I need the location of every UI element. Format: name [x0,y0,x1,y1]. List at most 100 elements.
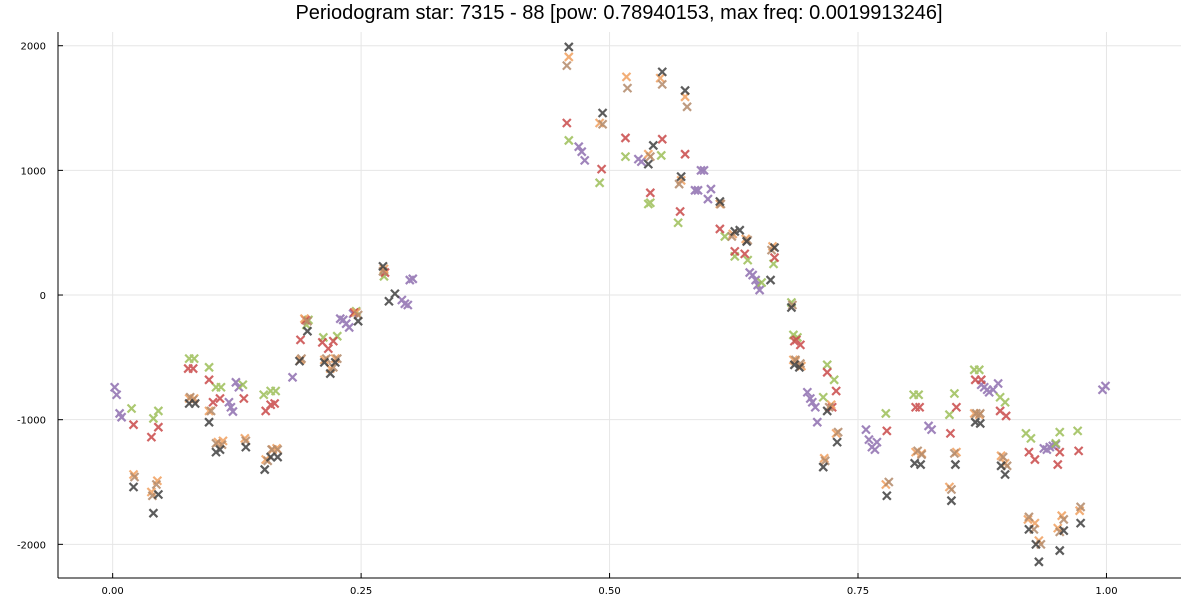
data-point [190,398,200,409]
data-point [833,427,843,437]
data-point [699,165,709,176]
data-point [822,360,832,370]
data-point [926,424,937,435]
data-point [1026,433,1036,444]
data-point [1000,397,1010,408]
data-point [128,482,139,492]
data-point [680,149,690,159]
data-point [802,387,813,398]
data-point [302,326,313,336]
data-point [126,403,137,414]
data-point [1001,411,1011,421]
data-point [822,406,832,416]
data-point [408,274,418,284]
y-tick-label: 2000 [21,42,46,53]
data-point [974,365,985,375]
grid [58,32,1181,578]
data-point [217,439,227,450]
y-tick-label: 0 [40,291,46,302]
data-point [270,386,281,396]
data-point [1054,447,1065,457]
data-point [576,146,587,157]
data-point [720,231,730,242]
data-point [656,150,667,161]
data-point [1054,427,1065,437]
data-point [1024,447,1034,457]
data-point [975,408,986,419]
data-point [564,42,574,52]
data-point [864,434,874,445]
data-point [996,461,1006,471]
data-point [944,409,955,420]
data-point [1058,514,1069,525]
data-point [111,389,122,400]
data-point [378,261,388,272]
data-point [1031,539,1041,550]
data-point [769,252,780,263]
data-point [794,362,805,373]
data-point [1100,381,1111,391]
data-point [655,73,666,83]
data-point [693,185,703,196]
data-point [727,231,737,242]
data-point [648,140,659,151]
data-point [703,194,713,204]
x-tick-label: 0.50 [598,586,620,597]
data-point [562,118,572,128]
data-point [741,236,752,247]
data-point [258,389,269,400]
data-point [675,206,685,217]
data-point [914,402,925,412]
data-point [975,418,986,429]
data-point [153,422,164,432]
data-point [272,452,283,462]
data-point [795,340,806,350]
data-point [730,246,740,257]
data-point [239,393,249,404]
data-point [657,134,668,144]
data-point [215,444,225,455]
data-point [645,188,656,198]
data-point [325,368,336,379]
data-point [682,102,692,112]
data-point [832,437,842,447]
data-point [645,198,656,208]
data-point [215,393,225,404]
data-point [715,196,725,207]
data-point [1075,502,1086,512]
data-point [674,179,684,189]
data-point [294,356,305,366]
data-point [259,464,270,475]
data-point [302,316,313,326]
data-point [594,178,605,188]
data-point [204,406,214,416]
data-point [151,479,162,490]
data-point [884,477,894,487]
data-point [950,459,961,470]
data-point [597,119,608,130]
data-point [810,402,821,412]
data-point [228,406,238,417]
data-point [384,296,394,307]
y-tick-label: 1000 [21,166,46,177]
data-point [754,285,765,295]
data-point [328,362,339,373]
data-point [657,67,668,77]
data-point [148,508,159,518]
data-point [951,402,962,412]
data-point [657,79,668,90]
data-point [998,452,1008,462]
data-point [949,448,960,459]
data-point [750,275,761,285]
data-point [265,452,276,462]
tick-labels: 0.00 0.25 0.50 0.75 1.00 2000 1000 0 -1000 -2000 [17,42,1118,597]
data-point [915,459,926,470]
data-point [403,300,413,310]
data-point [706,184,716,194]
data-point [673,217,683,228]
data-point [238,380,248,390]
data-point [128,419,139,430]
data-point [206,406,216,416]
data-point [116,412,127,422]
series-5 [128,42,1086,567]
